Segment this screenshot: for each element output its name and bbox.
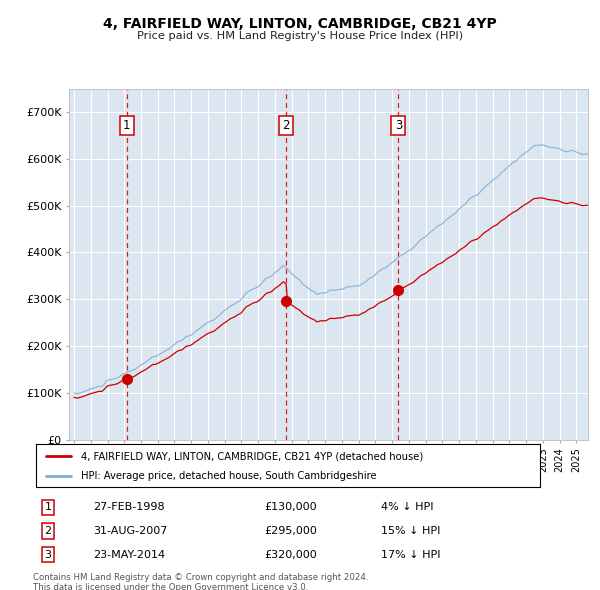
Text: 3: 3	[44, 550, 52, 559]
Text: 17% ↓ HPI: 17% ↓ HPI	[381, 550, 440, 559]
Text: 2: 2	[283, 119, 290, 132]
Text: Contains HM Land Registry data © Crown copyright and database right 2024.: Contains HM Land Registry data © Crown c…	[33, 573, 368, 582]
Text: This data is licensed under the Open Government Licence v3.0.: This data is licensed under the Open Gov…	[33, 583, 308, 590]
Text: 4% ↓ HPI: 4% ↓ HPI	[381, 503, 433, 512]
Text: 31-AUG-2007: 31-AUG-2007	[93, 526, 167, 536]
Text: 1: 1	[44, 503, 52, 512]
Text: 1: 1	[123, 119, 131, 132]
Text: 4, FAIRFIELD WAY, LINTON, CAMBRIDGE, CB21 4YP: 4, FAIRFIELD WAY, LINTON, CAMBRIDGE, CB2…	[103, 17, 497, 31]
Text: 27-FEB-1998: 27-FEB-1998	[93, 503, 164, 512]
Text: HPI: Average price, detached house, South Cambridgeshire: HPI: Average price, detached house, Sout…	[82, 471, 377, 481]
Text: 15% ↓ HPI: 15% ↓ HPI	[381, 526, 440, 536]
Text: 3: 3	[395, 119, 402, 132]
Text: £130,000: £130,000	[264, 503, 317, 512]
Text: 2: 2	[44, 526, 52, 536]
Text: 23-MAY-2014: 23-MAY-2014	[93, 550, 165, 559]
Text: Price paid vs. HM Land Registry's House Price Index (HPI): Price paid vs. HM Land Registry's House …	[137, 31, 463, 41]
Text: 4, FAIRFIELD WAY, LINTON, CAMBRIDGE, CB21 4YP (detached house): 4, FAIRFIELD WAY, LINTON, CAMBRIDGE, CB2…	[82, 451, 424, 461]
Text: £320,000: £320,000	[264, 550, 317, 559]
Text: £295,000: £295,000	[264, 526, 317, 536]
